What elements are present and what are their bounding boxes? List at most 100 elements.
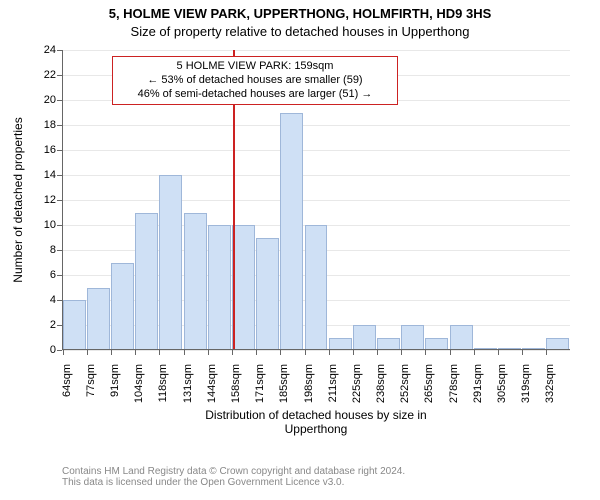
footer-caption: Contains HM Land Registry data © Crown c…: [62, 466, 405, 488]
y-tick-mark: [57, 225, 62, 226]
x-tick-mark: [135, 350, 136, 355]
gridline: [62, 175, 570, 176]
y-tick-mark: [57, 125, 62, 126]
histogram-bar: [280, 113, 303, 351]
x-tick-mark: [498, 350, 499, 355]
histogram-bar: [208, 225, 231, 350]
x-tick-mark: [546, 350, 547, 355]
histogram-bar: [353, 325, 376, 350]
histogram-bar: [159, 175, 182, 350]
x-tick-mark: [329, 350, 330, 355]
x-tick-label: 211sqm: [327, 364, 339, 402]
x-tick-label: 198sqm: [303, 364, 315, 403]
y-tick-mark: [57, 200, 62, 201]
y-tick-label: 10: [34, 219, 56, 231]
y-tick-label: 6: [34, 269, 56, 281]
x-tick-mark: [184, 350, 185, 355]
gridline: [62, 125, 570, 126]
gridline: [62, 150, 570, 151]
annotation-line: 5 HOLME VIEW PARK: 159sqm: [119, 60, 391, 74]
y-tick-label: 2: [34, 319, 56, 331]
x-tick-label: 291sqm: [472, 364, 484, 403]
y-axis-line: [62, 50, 63, 350]
annotation-box: 5 HOLME VIEW PARK: 159sqm← 53% of detach…: [112, 56, 398, 105]
y-tick-label: 12: [34, 194, 56, 206]
y-tick-mark: [57, 350, 62, 351]
histogram-bar: [87, 288, 110, 351]
histogram-bar: [256, 238, 279, 351]
y-tick-mark: [57, 300, 62, 301]
annotation-line: 46% of semi-detached houses are larger (…: [119, 88, 391, 102]
histogram-bar: [401, 325, 424, 350]
x-tick-mark: [87, 350, 88, 355]
histogram-bar: [111, 263, 134, 351]
caption-line: This data is licensed under the Open Gov…: [62, 477, 405, 488]
x-axis-label: Distribution of detached houses by size …: [174, 408, 458, 436]
x-tick-mark: [159, 350, 160, 355]
x-tick-label: 158sqm: [230, 364, 242, 403]
x-tick-mark: [305, 350, 306, 355]
y-tick-mark: [57, 75, 62, 76]
y-tick-mark: [57, 150, 62, 151]
y-tick-label: 18: [34, 119, 56, 131]
x-tick-label: 91sqm: [109, 364, 121, 397]
y-tick-label: 4: [34, 294, 56, 306]
caption-line: Contains HM Land Registry data © Crown c…: [62, 466, 405, 477]
chart-title: 5, HOLME VIEW PARK, UPPERTHONG, HOLMFIRT…: [0, 0, 600, 22]
annotation-line: ← 53% of detached houses are smaller (59…: [119, 74, 391, 88]
x-tick-label: 171sqm: [254, 364, 266, 403]
x-tick-mark: [256, 350, 257, 355]
x-tick-mark: [111, 350, 112, 355]
gridline: [62, 50, 570, 51]
x-tick-mark: [63, 350, 64, 355]
x-tick-mark: [474, 350, 475, 355]
gridline: [62, 200, 570, 201]
x-tick-label: 104sqm: [133, 364, 145, 403]
histogram-bar: [450, 325, 473, 350]
x-tick-label: 238sqm: [375, 364, 387, 403]
x-tick-mark: [280, 350, 281, 355]
x-tick-mark: [377, 350, 378, 355]
x-tick-mark: [425, 350, 426, 355]
y-tick-mark: [57, 100, 62, 101]
y-tick-label: 8: [34, 244, 56, 256]
x-tick-mark: [401, 350, 402, 355]
x-tick-label: 185sqm: [278, 364, 290, 403]
histogram-bar: [63, 300, 86, 350]
x-tick-label: 265sqm: [423, 364, 435, 403]
x-tick-label: 225sqm: [351, 364, 363, 403]
y-tick-mark: [57, 275, 62, 276]
x-tick-label: 77sqm: [85, 364, 97, 397]
x-tick-label: 332sqm: [544, 364, 556, 403]
x-tick-mark: [353, 350, 354, 355]
y-tick-label: 14: [34, 169, 56, 181]
x-tick-label: 319sqm: [520, 364, 532, 403]
y-tick-label: 20: [34, 94, 56, 106]
y-axis-label: Number of detached properties: [11, 117, 25, 282]
histogram-bar: [305, 225, 328, 350]
x-tick-mark: [450, 350, 451, 355]
y-tick-mark: [57, 175, 62, 176]
y-tick-mark: [57, 325, 62, 326]
histogram-bar: [184, 213, 207, 351]
x-tick-label: 64sqm: [61, 364, 73, 397]
y-tick-label: 24: [34, 44, 56, 56]
chart-subtitle: Size of property relative to detached ho…: [0, 24, 600, 40]
y-tick-label: 22: [34, 69, 56, 81]
y-tick-label: 0: [34, 344, 56, 356]
histogram-bar: [135, 213, 158, 351]
x-axis-line: [62, 349, 570, 350]
x-tick-label: 131sqm: [182, 364, 194, 403]
y-tick-label: 16: [34, 144, 56, 156]
x-tick-mark: [522, 350, 523, 355]
x-tick-label: 118sqm: [157, 364, 169, 402]
x-tick-mark: [208, 350, 209, 355]
x-tick-label: 252sqm: [399, 364, 411, 403]
y-tick-mark: [57, 50, 62, 51]
x-tick-label: 278sqm: [448, 364, 460, 403]
y-tick-mark: [57, 250, 62, 251]
x-tick-label: 144sqm: [206, 364, 218, 403]
gridline: [62, 350, 570, 351]
x-tick-mark: [232, 350, 233, 355]
x-tick-label: 305sqm: [496, 364, 508, 403]
